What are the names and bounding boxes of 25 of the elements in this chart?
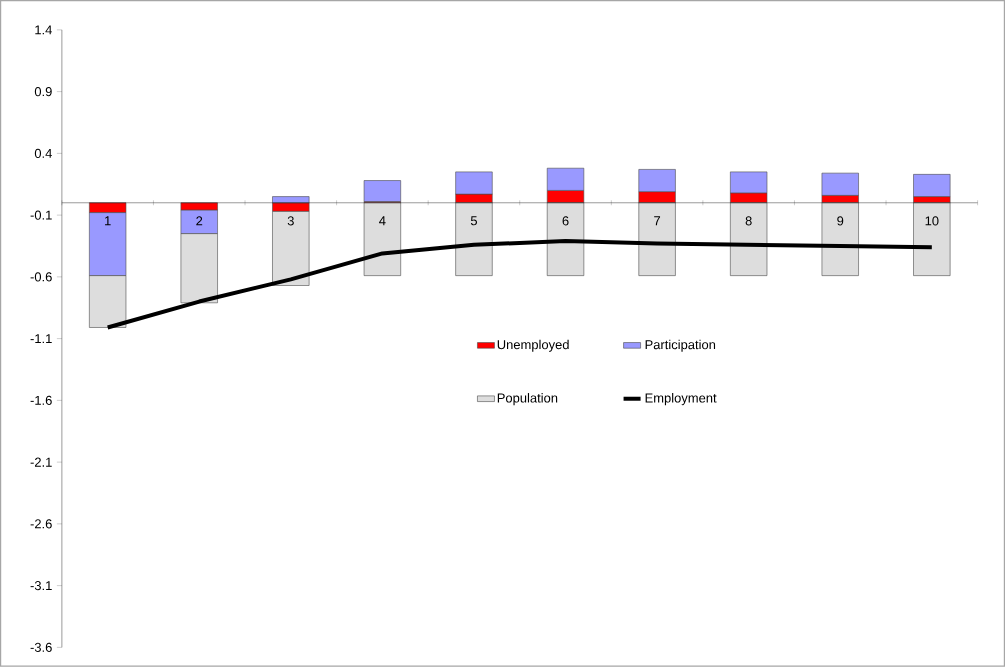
x-tick-label: 3 (287, 216, 294, 226)
x-tick-label: 8 (745, 216, 752, 226)
y-tick-label: -1.6 (30, 395, 52, 406)
y-tick-label: -0.1 (30, 210, 52, 220)
legend-label: Unemployed (497, 339, 569, 352)
x-tick-label: 1 (105, 216, 111, 226)
legend-label: Population (497, 393, 558, 406)
y-tick-label: 1.4 (35, 25, 52, 35)
x-tick-label: 6 (562, 216, 569, 226)
y-tick-label: -1.1 (30, 334, 52, 344)
y-tick-label: -2.6 (30, 519, 52, 529)
x-tick-label: 5 (470, 216, 478, 226)
x-tick-label: 7 (654, 216, 661, 226)
y-tick-label: 0.4 (34, 148, 52, 159)
x-tick-label: 9 (837, 216, 844, 226)
legend-label: Participation (645, 339, 716, 352)
x-tick-label: 10 (925, 216, 939, 226)
y-tick-label: -2.1 (30, 457, 52, 467)
x-tick-label: 2 (196, 216, 203, 226)
legend-label: Employment (645, 393, 717, 406)
x-tick-label: 4 (379, 216, 386, 226)
y-tick-label: -3.6 (30, 642, 52, 653)
y-tick-label: 0.9 (34, 87, 52, 97)
y-tick-label: -3.1 (30, 581, 52, 591)
y-tick-label: -0.6 (30, 272, 52, 282)
